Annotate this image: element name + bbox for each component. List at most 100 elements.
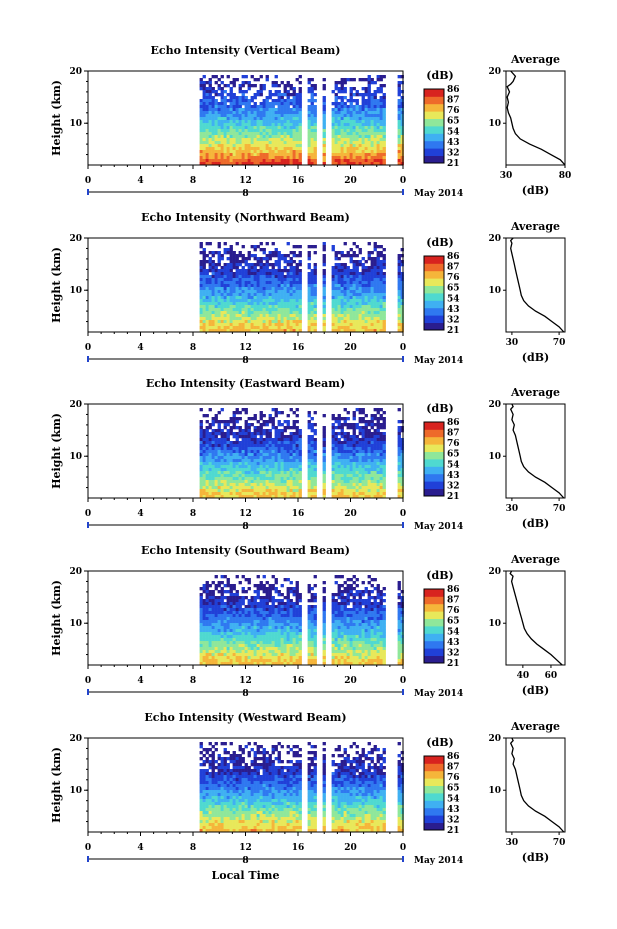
heatmap-cell [295, 287, 299, 291]
heatmap-cell [208, 456, 212, 460]
heatmap-cell [226, 614, 230, 618]
heatmap-cell [274, 248, 278, 252]
heatmap-cell [355, 302, 359, 306]
heatmap-cell [367, 129, 371, 133]
heatmap-cell [199, 153, 203, 157]
heatmap-cell [400, 480, 404, 484]
heatmap-cell [226, 659, 230, 663]
heatmap-cell [343, 111, 347, 115]
heatmap-cell [313, 320, 317, 324]
heatmap-cell [217, 644, 221, 648]
heatmap-cell [289, 126, 293, 130]
heatmap-cell [235, 326, 239, 330]
heatmap-cell [277, 483, 281, 487]
heatmap-cell [349, 269, 353, 273]
heatmap-cell [343, 317, 347, 321]
heatmap-cell [298, 308, 302, 312]
heatmap-cell [229, 593, 233, 597]
heatmap-cell [226, 447, 230, 451]
heatmap-cell [289, 272, 293, 276]
heatmap-cell [289, 305, 293, 309]
heatmap-cell [295, 275, 299, 279]
heatmap-cell [289, 281, 293, 285]
heatmap-cell [373, 423, 377, 427]
heatmap-cell [367, 254, 371, 258]
heatmap-cell [259, 495, 263, 499]
heatmap-cell [349, 102, 353, 106]
heatmap-cell [298, 260, 302, 264]
heatmap-cell [253, 302, 257, 306]
heatmap-cell [322, 138, 326, 142]
heatmap-cell [250, 162, 254, 166]
heatmap-cell [295, 447, 299, 451]
heatmap-cell [337, 129, 341, 133]
heatmap-cell [238, 465, 242, 469]
heatmap-cell [277, 120, 281, 124]
heatmap-cell [241, 317, 245, 321]
heatmap-cell [379, 462, 383, 466]
heatmap-cell [226, 329, 230, 333]
heatmap-cell [235, 105, 239, 109]
heatmap-cell [277, 141, 281, 145]
heatmap-cell [229, 329, 233, 333]
heatmap-cell [253, 311, 257, 315]
heatmap-cell [283, 126, 287, 130]
heatmap-cell [370, 456, 374, 460]
heatmap-cell [271, 272, 275, 276]
heatmap-cell [220, 329, 224, 333]
heatmap-cell [199, 656, 203, 660]
heatmap-cell [310, 150, 314, 154]
heatmap-cell [373, 105, 377, 109]
heatmap-cell [364, 275, 368, 279]
heatmap-cell [340, 278, 344, 282]
heatmap-cell [373, 492, 377, 496]
heatmap-cell [256, 495, 260, 499]
heatmap-cell [271, 144, 275, 148]
heatmap-cell [310, 162, 314, 166]
heatmap-cell [199, 260, 203, 264]
heatmap-cell [349, 447, 353, 451]
heatmap-cell [208, 287, 212, 291]
heatmap-cell [274, 278, 278, 282]
colorbar-tick-label: 43 [447, 471, 460, 481]
heatmap-cell [379, 287, 383, 291]
heatmap-cell [229, 326, 233, 330]
heatmap-cell [247, 465, 251, 469]
heatmap-cell [292, 465, 296, 469]
heatmap-cell [352, 141, 356, 145]
heatmap-cell [295, 483, 299, 487]
heatmap-cell [355, 287, 359, 291]
heatmap-cell [373, 153, 377, 157]
heatmap-cell [367, 492, 371, 496]
heatmap-cell [352, 468, 356, 472]
heatmap-cell [199, 275, 203, 279]
heatmap-cell [346, 468, 350, 472]
heatmap-cell [211, 114, 215, 118]
heatmap-cell [223, 626, 227, 630]
heatmap-cell [265, 144, 269, 148]
heatmap-cell [232, 605, 236, 609]
heatmap-cell [205, 162, 209, 166]
heatmap-cell [241, 126, 245, 130]
heatmap-cell [340, 459, 344, 463]
heatmap-cell [217, 156, 221, 160]
heatmap-cell [307, 162, 311, 166]
heatmap-cell [223, 474, 227, 478]
heatmap-cell [253, 96, 257, 100]
heatmap-cell [355, 477, 359, 481]
heatmap-cell [241, 302, 245, 306]
heatmap-cell [367, 120, 371, 124]
heatmap-cell [358, 150, 362, 154]
heatmap-cell [202, 120, 206, 124]
heatmap-cell [382, 135, 386, 139]
heatmap-cell [214, 447, 218, 451]
x-tick-label: 4 [137, 509, 143, 519]
heatmap-cell [202, 602, 206, 606]
heatmap-cell [343, 117, 347, 121]
heatmap-cell [247, 477, 251, 481]
heatmap-cell [340, 275, 344, 279]
heatmap-cell [271, 275, 275, 279]
heatmap-cell [205, 141, 209, 145]
heatmap-cell [223, 141, 227, 145]
heatmap-cell [358, 284, 362, 288]
